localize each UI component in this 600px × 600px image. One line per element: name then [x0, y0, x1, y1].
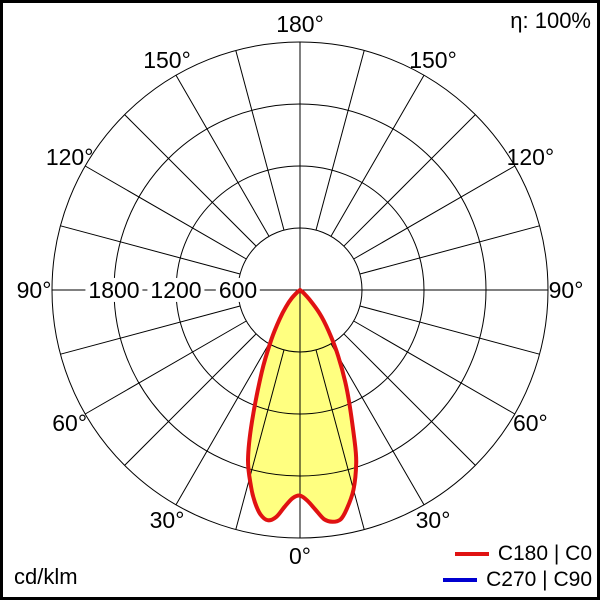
grid-spoke-105	[359, 225, 540, 275]
grid-spoke-60	[353, 320, 516, 415]
legend-item-c180-c0: C180 | C0	[454, 541, 592, 565]
grid-spoke-300	[84, 320, 247, 415]
legend: C180 | C0 C270 | C90	[443, 541, 592, 591]
legend-label-c180-c0: C180 | C0	[497, 541, 592, 565]
grid-spoke-75	[359, 305, 540, 355]
legend-line-blue-icon	[443, 577, 478, 582]
beam-fill	[247, 290, 357, 522]
grid-spoke-255	[60, 225, 241, 275]
grid-spoke-15	[315, 349, 365, 530]
grid-spoke-345	[235, 349, 285, 530]
grid-spoke-285	[60, 305, 241, 355]
grid-spoke-150	[330, 74, 425, 237]
efficiency-label: η: 100%	[510, 8, 591, 33]
grid-spoke-165	[315, 50, 365, 231]
grid-spoke-195	[235, 50, 285, 231]
grid-spoke-45	[343, 333, 476, 466]
polar-grid	[51, 41, 549, 539]
unit-label: cd/klm	[14, 563, 78, 589]
grid-spoke-135	[343, 114, 476, 247]
legend-item-c270-c90: C270 | C90	[443, 567, 592, 591]
grid-spoke-225	[124, 114, 257, 247]
grid-spoke-240	[84, 165, 247, 260]
legend-line-red-icon	[454, 551, 489, 556]
grid-spoke-315	[124, 333, 257, 466]
grid-spoke-120	[353, 165, 516, 260]
grid-spoke-210	[175, 74, 270, 237]
beam-curve-c180-c0	[245, 288, 359, 524]
grid-spoke-330	[175, 343, 270, 506]
legend-label-c270-c90: C270 | C90	[486, 567, 592, 591]
grid-spoke-30	[330, 343, 425, 506]
